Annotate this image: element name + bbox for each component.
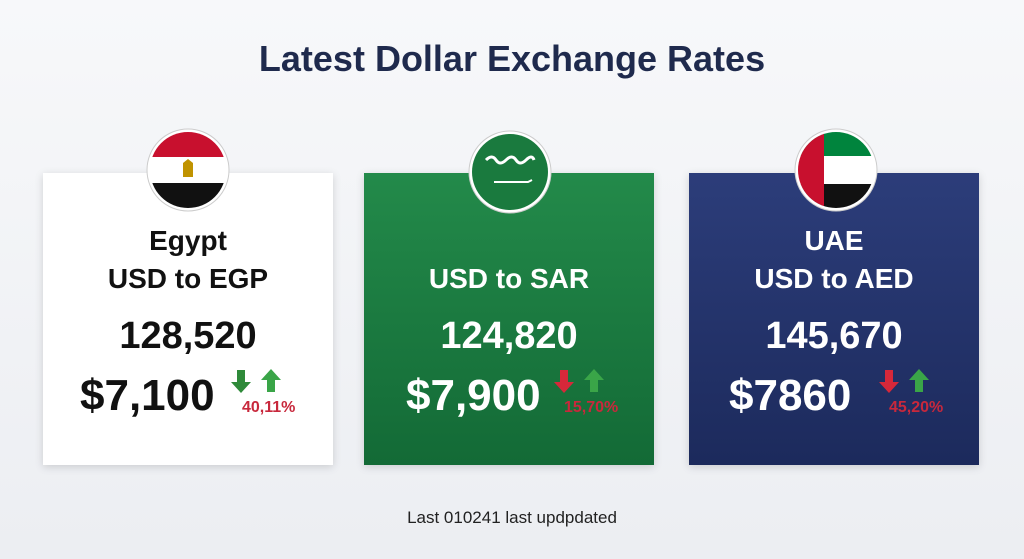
card: UAE USD to AED 145,670 $7860 45,20% bbox=[689, 173, 979, 465]
pair: USD to EGP bbox=[107, 263, 269, 294]
arrows bbox=[879, 369, 929, 393]
country: UAE bbox=[804, 225, 864, 256]
footer-note: Last 010241 last updpdated bbox=[407, 508, 617, 527]
rate: 145,670 bbox=[765, 315, 903, 357]
price: $7,900 bbox=[406, 371, 541, 420]
card: Egypt USD to EGP 128,520 $7,100 40,11% bbox=[43, 173, 333, 465]
change: 40,11% bbox=[242, 399, 296, 416]
arrows bbox=[231, 369, 281, 393]
price: $7,100 bbox=[80, 371, 215, 420]
flag-egypt bbox=[146, 128, 230, 212]
pair: USD to AED bbox=[754, 263, 914, 294]
flag-uae bbox=[794, 128, 878, 212]
card: USD to SAR 124,820 $7,900 15,70% bbox=[364, 173, 654, 465]
rate: 124,820 bbox=[440, 315, 578, 357]
price: $7860 bbox=[729, 371, 852, 420]
title: Latest Dollar Exchange Rates bbox=[258, 38, 766, 79]
rate: 128,520 bbox=[119, 315, 257, 357]
arrows bbox=[554, 369, 604, 393]
change: 15,70% bbox=[564, 399, 619, 416]
flag-saudi bbox=[468, 130, 552, 214]
country: Egypt bbox=[149, 225, 227, 256]
change: 45,20% bbox=[889, 399, 944, 416]
pair: USD to SAR bbox=[428, 263, 590, 294]
